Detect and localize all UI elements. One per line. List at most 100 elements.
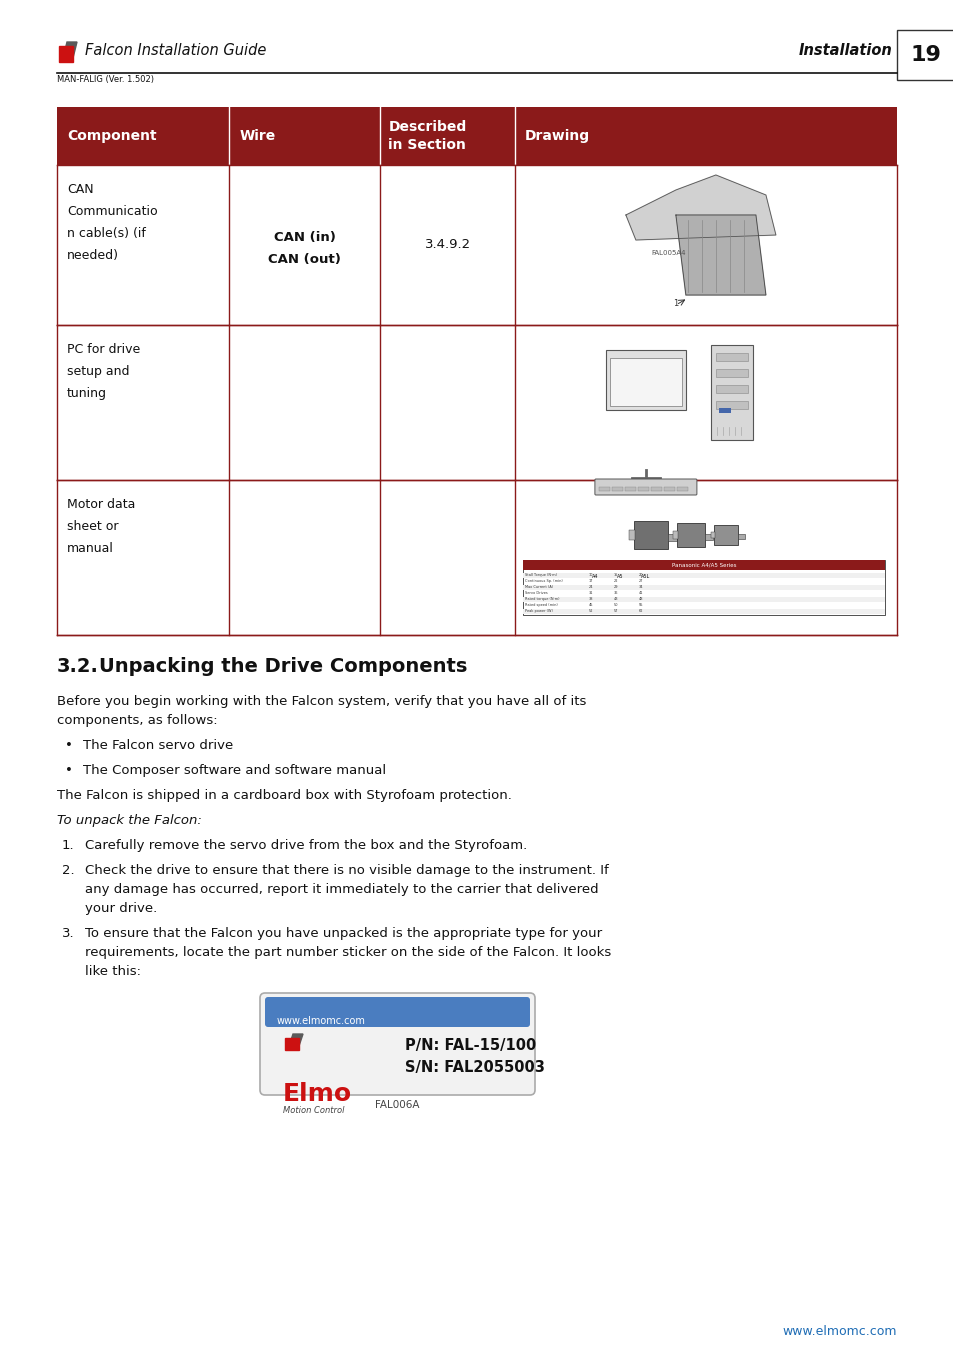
Text: 34: 34 xyxy=(638,585,642,589)
Text: FAL005A4: FAL005A4 xyxy=(650,250,684,256)
Text: CAN (in): CAN (in) xyxy=(274,231,335,243)
Bar xyxy=(710,532,714,539)
Bar xyxy=(634,521,667,549)
Bar xyxy=(285,1038,298,1050)
Bar xyxy=(710,346,752,440)
Text: needed): needed) xyxy=(67,248,119,262)
Text: PC for drive: PC for drive xyxy=(67,343,140,356)
Bar xyxy=(715,369,747,377)
Text: Drawing: Drawing xyxy=(524,130,589,143)
Text: Rated torque (N·m): Rated torque (N·m) xyxy=(524,597,558,601)
Text: CAN: CAN xyxy=(67,184,93,196)
Text: P/N: FAL-15/100: P/N: FAL-15/100 xyxy=(405,1038,536,1053)
Text: 41: 41 xyxy=(638,591,642,595)
Bar xyxy=(663,487,674,491)
Polygon shape xyxy=(625,176,775,240)
Bar xyxy=(57,107,896,165)
FancyBboxPatch shape xyxy=(260,994,535,1095)
Bar xyxy=(522,585,884,590)
Bar xyxy=(715,385,747,393)
Text: sheet or: sheet or xyxy=(67,520,118,533)
Text: 1.: 1. xyxy=(62,838,74,852)
Bar xyxy=(677,522,704,547)
Text: 55: 55 xyxy=(638,603,642,608)
Text: •: • xyxy=(65,738,72,752)
Text: A4: A4 xyxy=(592,574,598,579)
Bar xyxy=(598,487,609,491)
Bar xyxy=(522,560,884,616)
Text: Before you begin working with the Falcon system, verify that you have all of its: Before you begin working with the Falcon… xyxy=(57,695,586,707)
Text: A5: A5 xyxy=(617,574,623,579)
Bar xyxy=(522,572,884,578)
Bar xyxy=(715,401,747,409)
Text: any damage has occurred, report it immediately to the carrier that delivered: any damage has occurred, report it immed… xyxy=(85,883,598,896)
Text: 45: 45 xyxy=(588,603,593,608)
Bar xyxy=(715,352,747,360)
Text: Peak power (W): Peak power (W) xyxy=(524,609,552,613)
Text: 19: 19 xyxy=(909,45,940,65)
Bar xyxy=(672,531,678,539)
Bar xyxy=(57,481,896,634)
Text: your drive.: your drive. xyxy=(85,902,157,915)
Text: Max Current (A): Max Current (A) xyxy=(524,585,553,589)
Text: Panasonic A4/A5 Series: Panasonic A4/A5 Series xyxy=(671,563,736,567)
Bar xyxy=(667,533,677,541)
Text: 3.4.9.2: 3.4.9.2 xyxy=(424,239,470,251)
Text: Component: Component xyxy=(67,130,156,143)
Text: 24: 24 xyxy=(588,585,593,589)
Text: n cable(s) (if: n cable(s) (if xyxy=(67,227,146,240)
Text: S/N: FAL2055003: S/N: FAL2055003 xyxy=(405,1060,544,1075)
Bar xyxy=(522,560,884,570)
Text: like this:: like this: xyxy=(85,965,141,977)
Text: The Composer software and software manual: The Composer software and software manua… xyxy=(83,764,386,778)
Text: Unpacking the Drive Components: Unpacking the Drive Components xyxy=(99,657,467,676)
Text: 3.2.: 3.2. xyxy=(57,657,99,676)
Polygon shape xyxy=(289,1034,303,1046)
Text: Servo Drives: Servo Drives xyxy=(524,591,547,595)
Text: requirements, locate the part number sticker on the side of the Falcon. It looks: requirements, locate the part number sti… xyxy=(85,946,611,958)
Bar xyxy=(737,535,744,539)
Text: 43: 43 xyxy=(613,597,618,601)
Text: To ensure that the Falcon you have unpacked is the appropriate type for your: To ensure that the Falcon you have unpac… xyxy=(85,927,601,940)
Text: 36: 36 xyxy=(613,591,618,595)
Text: Continuous Sp. (min): Continuous Sp. (min) xyxy=(524,579,562,583)
Text: manual: manual xyxy=(67,541,113,555)
Bar xyxy=(605,350,685,410)
Text: 50: 50 xyxy=(613,603,618,608)
Text: To unpack the Falcon:: To unpack the Falcon: xyxy=(57,814,202,828)
Text: Wire: Wire xyxy=(239,130,275,143)
Text: www.elmomc.com: www.elmomc.com xyxy=(276,1017,366,1026)
Text: Elmo: Elmo xyxy=(283,1081,352,1106)
Text: 38: 38 xyxy=(588,597,593,601)
Text: 3.: 3. xyxy=(62,927,74,940)
Text: 17: 17 xyxy=(588,579,593,583)
Bar xyxy=(719,408,730,413)
Text: Communicatio: Communicatio xyxy=(67,205,157,217)
Text: Falcon Installation Guide: Falcon Installation Guide xyxy=(85,43,266,58)
Bar xyxy=(624,487,636,491)
FancyBboxPatch shape xyxy=(265,998,530,1027)
Text: Carefully remove the servo drive from the box and the Styrofoam.: Carefully remove the servo drive from th… xyxy=(85,838,527,852)
Text: The Falcon servo drive: The Falcon servo drive xyxy=(83,738,233,752)
Bar xyxy=(57,325,896,481)
Bar xyxy=(57,165,896,325)
Polygon shape xyxy=(675,215,765,296)
Text: www.elmomc.com: www.elmomc.com xyxy=(781,1324,896,1338)
Bar xyxy=(638,487,648,491)
Bar xyxy=(609,358,681,406)
Text: 2.: 2. xyxy=(62,864,74,878)
Bar xyxy=(629,531,635,540)
Bar xyxy=(522,609,884,614)
Text: 27: 27 xyxy=(638,579,642,583)
Text: Check the drive to ensure that there is no visible damage to the instrument. If: Check the drive to ensure that there is … xyxy=(85,864,608,878)
Text: 15: 15 xyxy=(613,572,618,576)
Text: setup and: setup and xyxy=(67,364,130,378)
Text: 10: 10 xyxy=(588,572,593,576)
Text: A5L: A5L xyxy=(640,574,649,579)
Text: Installation: Installation xyxy=(798,43,891,58)
Text: •: • xyxy=(65,764,72,778)
Polygon shape xyxy=(63,42,77,58)
Bar xyxy=(713,525,737,545)
Text: 20: 20 xyxy=(638,572,642,576)
Bar xyxy=(522,597,884,602)
